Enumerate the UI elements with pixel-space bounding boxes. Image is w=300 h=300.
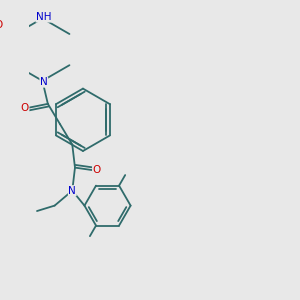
Text: O: O [93, 165, 101, 175]
Text: O: O [0, 20, 3, 29]
Text: N: N [40, 77, 48, 87]
Text: NH: NH [36, 12, 52, 22]
Text: N: N [68, 186, 76, 196]
Text: O: O [21, 103, 29, 113]
